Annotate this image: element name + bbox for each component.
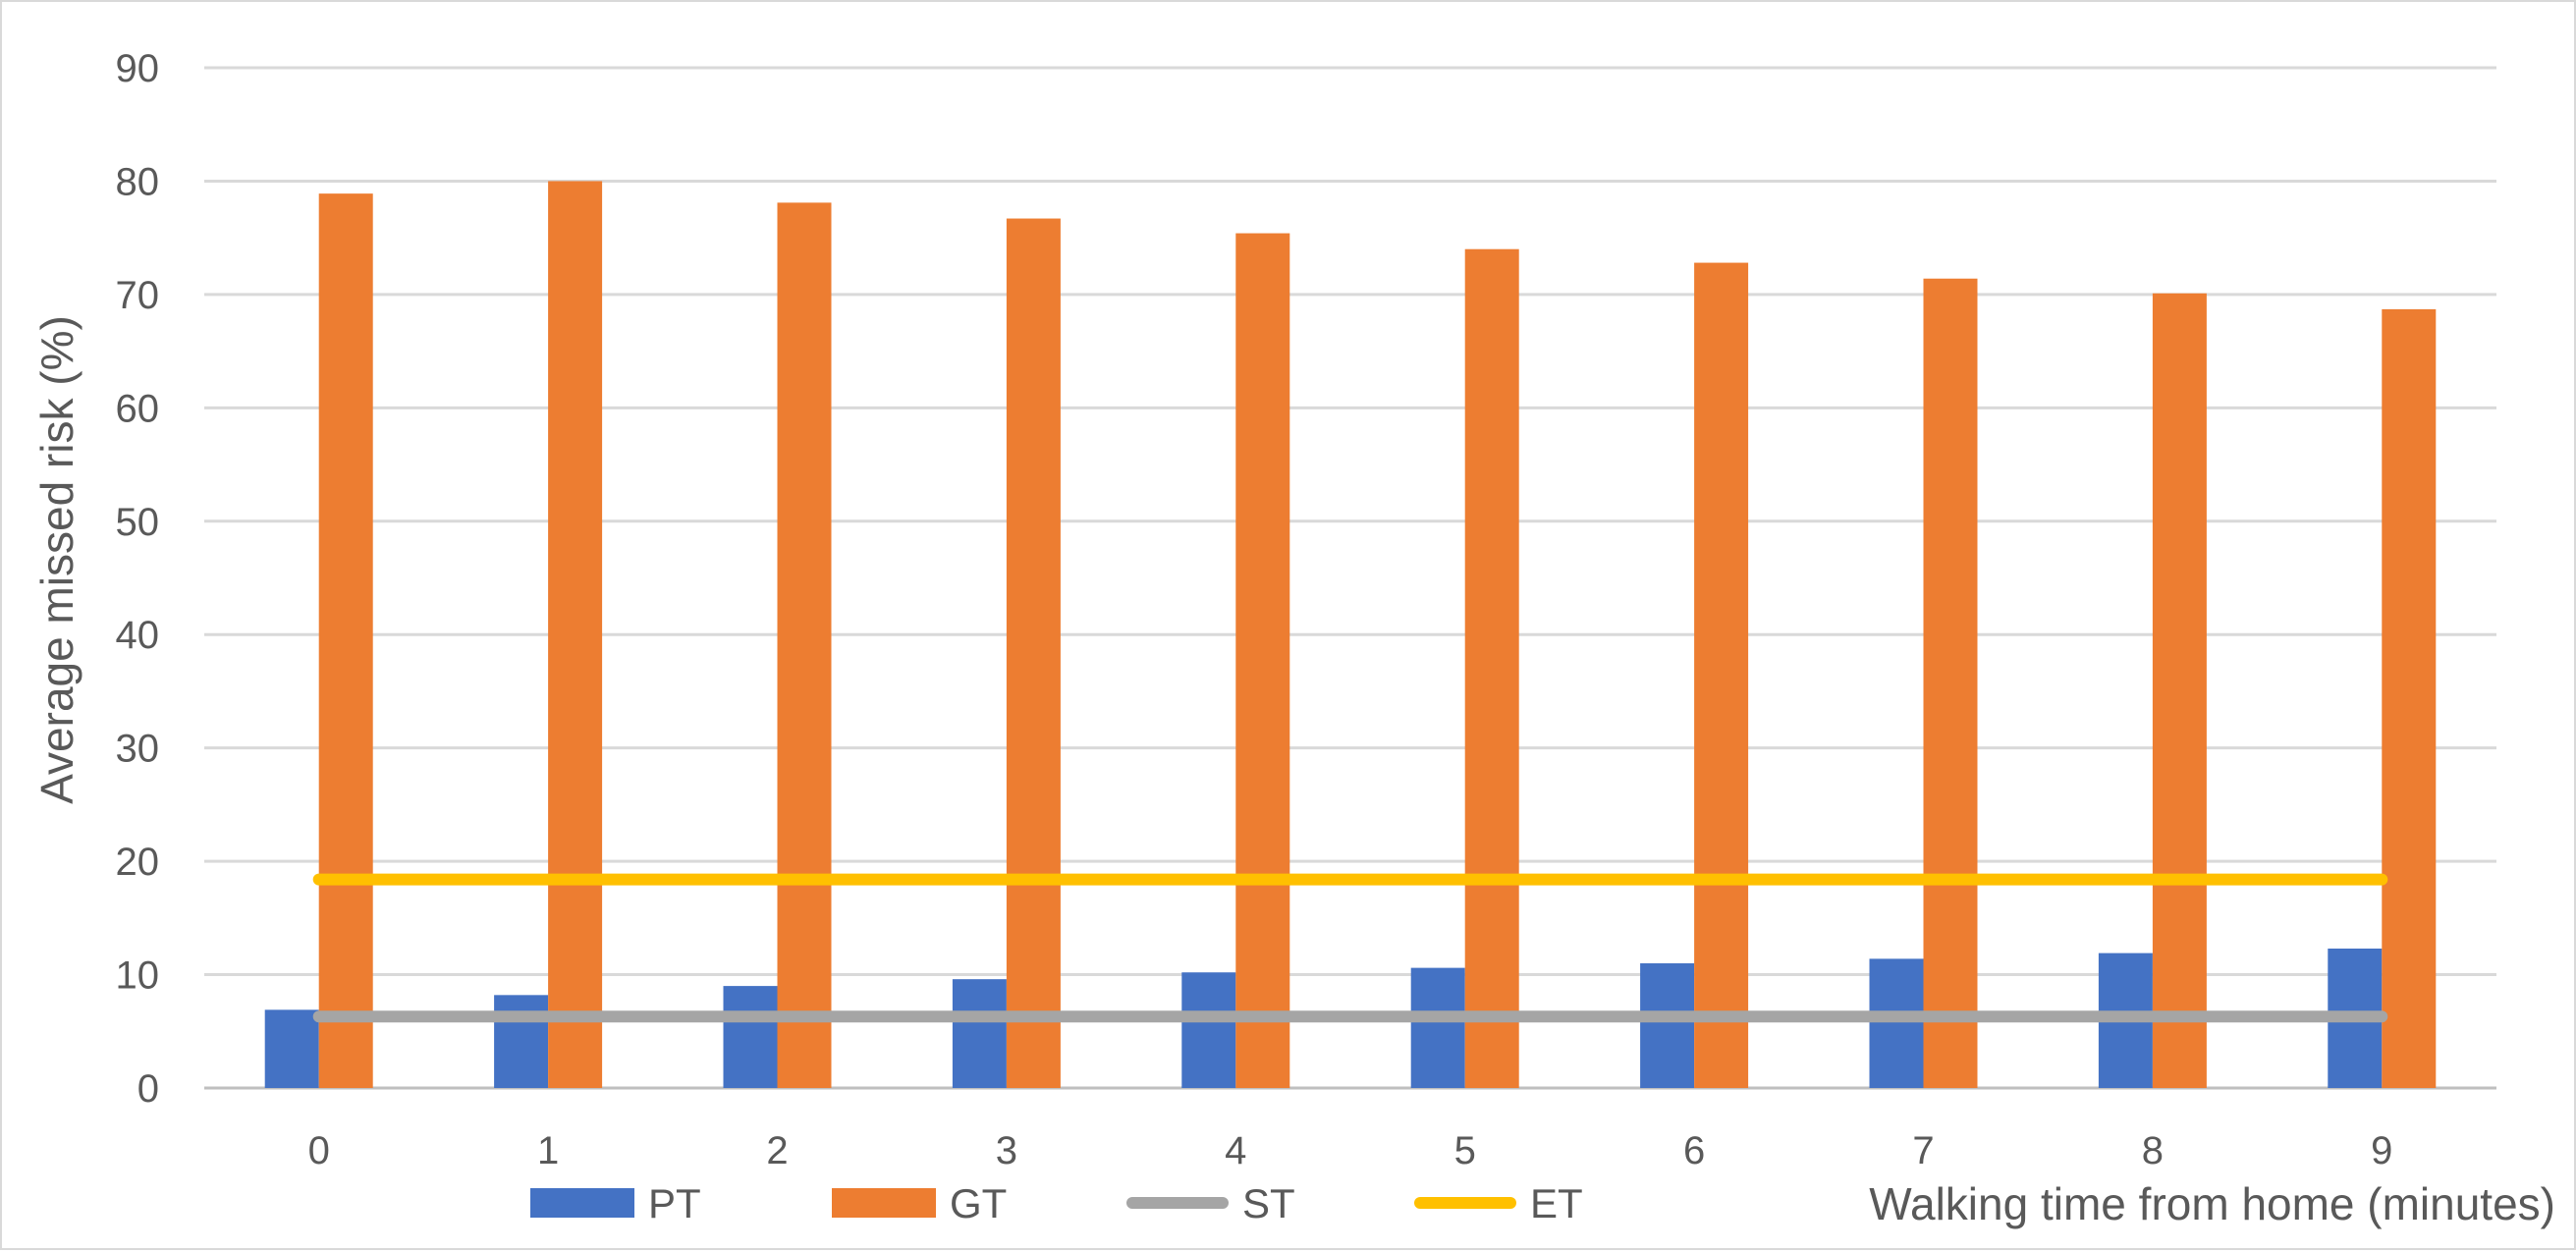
bar-pt [494,995,549,1088]
x-tick-label: 3 [996,1129,1017,1172]
legend-label-st: ST [1242,1180,1295,1226]
legend-swatch-gt [832,1188,936,1218]
bar-gt [777,202,832,1088]
bar-gt [1235,233,1290,1088]
x-tick-label: 6 [1683,1129,1705,1172]
bar-gt [1464,248,1519,1088]
series-lines [312,873,2388,1023]
bars [264,181,2437,1089]
bar-gt [318,193,373,1089]
bar-gt [1923,278,1978,1088]
x-tick-label: 1 [537,1129,559,1172]
y-tick-label: 60 [116,387,160,430]
y-tick-label: 90 [116,47,160,90]
bar-pt [1640,963,1695,1088]
y-tick-label: 10 [116,954,160,998]
y-tick-label: 70 [116,274,160,317]
y-tick-label: 50 [116,501,160,544]
legend-swatch-pt [530,1188,634,1218]
bar-gt [2152,293,2207,1088]
x-tick-label: 2 [766,1129,788,1172]
bar-gt [1006,218,1061,1088]
y-tick-label: 80 [116,160,160,203]
x-tick-label: 5 [1454,1129,1476,1172]
y-axis-title: Average missed risk (%) [31,315,82,804]
bar-gt [548,181,603,1088]
legend-label-et: ET [1530,1180,1583,1226]
y-tick-label: 0 [137,1067,159,1111]
bar-pt [723,986,778,1088]
x-tick-label: 0 [308,1129,330,1172]
legend-label-gt: GT [950,1180,1007,1226]
x-tick-labels: 0 1 2 3 4 5 6 7 8 9 [308,1129,2393,1172]
x-tick-label: 4 [1225,1129,1246,1172]
x-tick-label: 9 [2371,1129,2392,1172]
bar-gt [2382,308,2437,1088]
bar-pt [952,979,1007,1088]
y-tick-label: 40 [116,614,160,657]
y-tick-label: 20 [116,841,160,884]
x-tick-label: 8 [2142,1129,2164,1172]
y-tick-labels: 0 10 20 30 40 50 60 70 80 90 [116,47,160,1111]
bar-pt [1410,967,1465,1088]
x-axis-title: Walking time from home (minutes) [1869,1178,2555,1229]
legend-label-pt: PT [648,1180,701,1226]
x-tick-label: 7 [1912,1129,1934,1172]
bar-pt [264,1009,319,1088]
legend: PT GT ST ET [530,1180,1583,1226]
y-tick-label: 30 [116,728,160,771]
bar-gt [1694,262,1749,1088]
bar-pt [1181,972,1236,1088]
bar-pt [1869,958,1924,1088]
